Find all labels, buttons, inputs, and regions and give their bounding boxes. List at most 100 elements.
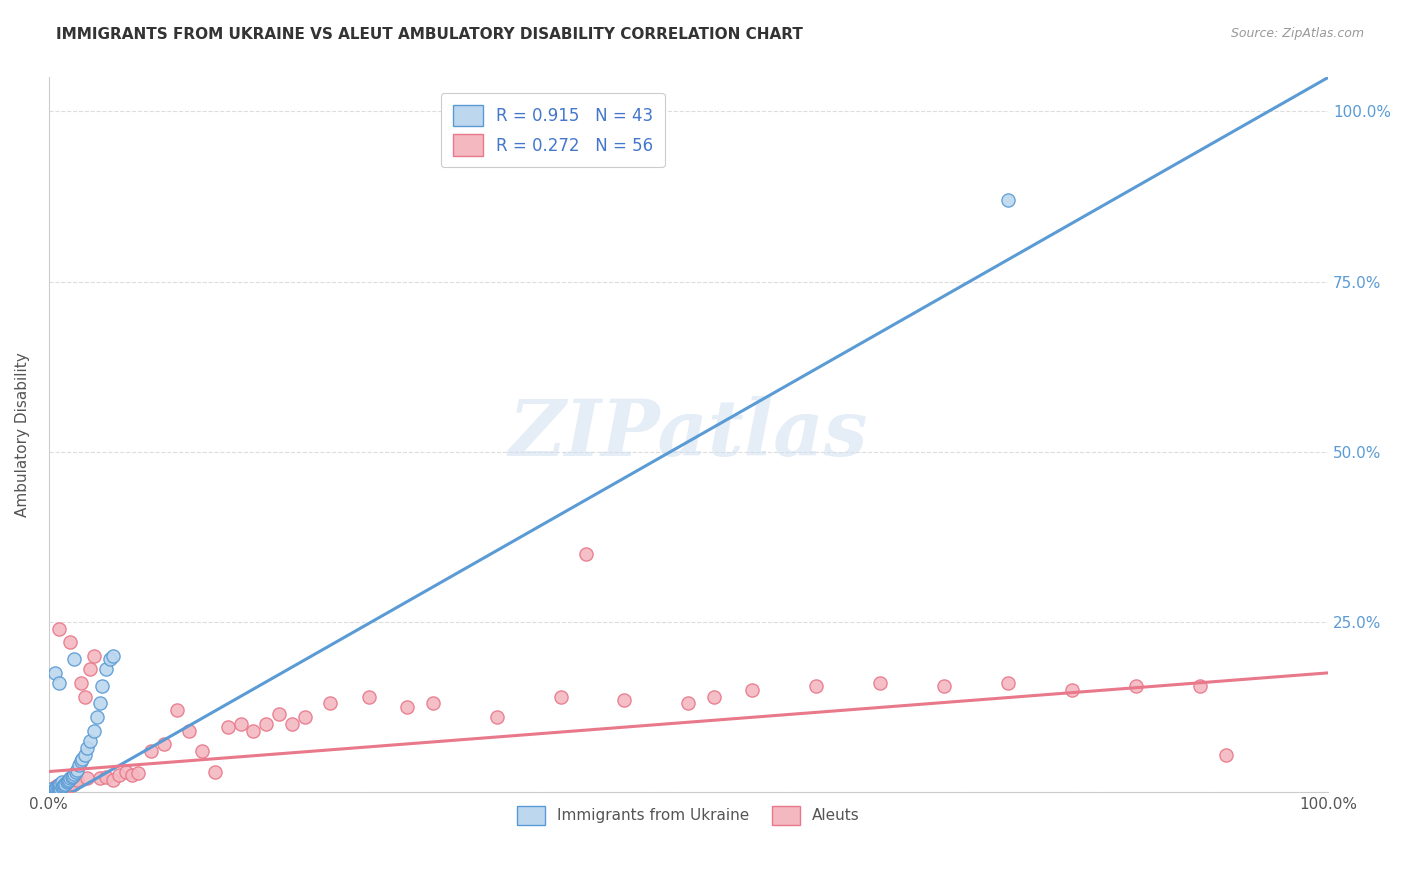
Point <box>46 778 69 792</box>
Point <box>41 783 63 797</box>
Point <box>678 697 700 711</box>
Point <box>934 680 956 694</box>
Point <box>575 547 598 561</box>
Point <box>45 780 67 795</box>
Point <box>101 772 124 787</box>
Point <box>1125 680 1147 694</box>
Point <box>66 763 89 777</box>
Point <box>58 772 80 787</box>
Point <box>44 665 66 680</box>
Point <box>76 740 98 755</box>
Point <box>66 772 89 787</box>
Point <box>204 764 226 779</box>
Point <box>395 699 418 714</box>
Point <box>217 720 239 734</box>
Point <box>613 693 636 707</box>
Point <box>48 781 70 796</box>
Y-axis label: Ambulatory Disability: Ambulatory Disability <box>15 352 30 517</box>
Point <box>49 780 72 795</box>
Point <box>166 703 188 717</box>
Point <box>49 777 72 791</box>
Point <box>73 690 96 704</box>
Point <box>1215 747 1237 762</box>
Point <box>91 680 114 694</box>
Point <box>52 779 75 793</box>
Point <box>89 697 111 711</box>
Text: Source: ZipAtlas.com: Source: ZipAtlas.com <box>1230 27 1364 40</box>
Point <box>98 652 121 666</box>
Point <box>55 780 77 794</box>
Point <box>179 723 201 738</box>
Point <box>55 775 77 789</box>
Point <box>550 690 572 704</box>
Point <box>357 690 380 704</box>
Point <box>319 697 342 711</box>
Point <box>73 747 96 762</box>
Point <box>96 663 118 677</box>
Point <box>294 710 316 724</box>
Point <box>48 622 70 636</box>
Point <box>51 780 73 795</box>
Point <box>267 706 290 721</box>
Point <box>44 780 66 794</box>
Point <box>869 676 891 690</box>
Point <box>229 717 252 731</box>
Point <box>53 777 76 791</box>
Point <box>60 778 83 792</box>
Point <box>89 772 111 786</box>
Point <box>254 717 277 731</box>
Point <box>242 723 264 738</box>
Point <box>101 648 124 663</box>
Point <box>83 648 105 663</box>
Point <box>59 635 82 649</box>
Point <box>1189 680 1212 694</box>
Point <box>69 755 91 769</box>
Point <box>48 676 70 690</box>
Point <box>48 778 70 792</box>
Point <box>485 710 508 724</box>
Point <box>1062 682 1084 697</box>
Point <box>79 734 101 748</box>
Point <box>53 778 76 792</box>
Point <box>69 676 91 690</box>
Point <box>281 717 304 731</box>
Point <box>69 757 91 772</box>
Point <box>79 663 101 677</box>
Point <box>83 723 105 738</box>
Point <box>191 744 214 758</box>
Point <box>65 764 87 779</box>
Point <box>56 774 79 789</box>
Point <box>41 781 63 796</box>
Point <box>55 777 77 791</box>
Point <box>39 781 62 796</box>
Point <box>114 764 136 779</box>
Point <box>76 772 98 786</box>
Point <box>96 770 118 784</box>
Point <box>59 772 82 786</box>
Point <box>51 774 73 789</box>
Point <box>62 769 84 783</box>
Point <box>51 780 73 795</box>
Point <box>806 680 828 694</box>
Point <box>997 676 1019 690</box>
Point <box>45 783 67 797</box>
Point <box>153 737 176 751</box>
Point <box>63 652 86 666</box>
Point <box>139 744 162 758</box>
Point <box>46 782 69 797</box>
Point <box>108 768 131 782</box>
Text: ZIPatlas: ZIPatlas <box>509 396 868 473</box>
Point <box>63 767 86 781</box>
Point <box>422 697 444 711</box>
Point <box>56 774 79 789</box>
Point <box>46 780 69 794</box>
Point <box>127 765 149 780</box>
Point <box>44 782 66 797</box>
Point <box>42 783 65 797</box>
Point <box>703 690 725 704</box>
Point <box>741 682 763 697</box>
Point <box>86 710 108 724</box>
Point <box>70 752 93 766</box>
Point <box>997 193 1019 207</box>
Point <box>60 770 83 784</box>
